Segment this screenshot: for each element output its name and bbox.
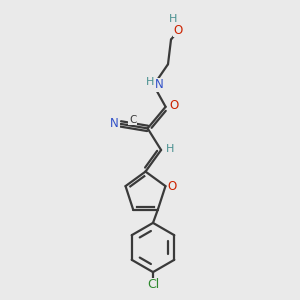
Text: O: O [174, 23, 183, 37]
Text: Cl: Cl [147, 278, 159, 292]
Text: N: N [110, 117, 119, 130]
Text: H: H [146, 77, 154, 87]
Text: O: O [167, 180, 177, 193]
Text: N: N [154, 78, 164, 91]
Text: C: C [129, 115, 136, 124]
Text: O: O [169, 99, 178, 112]
Text: H: H [166, 144, 174, 154]
Text: H: H [169, 14, 178, 24]
